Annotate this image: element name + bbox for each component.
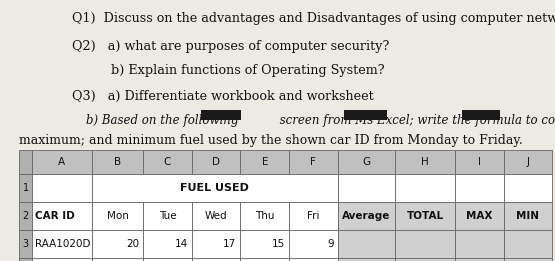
Text: Q1)  Discuss on the advantages and Disadvantages of using computer network?: Q1) Discuss on the advantages and Disadv… bbox=[72, 12, 555, 25]
Bar bbox=[337, 202, 395, 230]
Bar bbox=[19, 258, 32, 261]
Bar bbox=[240, 202, 289, 230]
Bar bbox=[289, 258, 337, 261]
Bar bbox=[92, 202, 143, 230]
Bar bbox=[32, 202, 92, 230]
Bar bbox=[192, 150, 240, 174]
Bar bbox=[503, 258, 552, 261]
Bar bbox=[143, 150, 192, 174]
Bar bbox=[32, 150, 92, 174]
Bar bbox=[143, 202, 192, 230]
Text: 14: 14 bbox=[175, 239, 188, 249]
Text: MIN: MIN bbox=[516, 211, 539, 221]
Bar bbox=[240, 150, 289, 174]
Bar bbox=[503, 202, 552, 230]
Bar bbox=[337, 150, 395, 174]
Bar bbox=[503, 230, 552, 258]
Bar bbox=[92, 230, 143, 258]
Text: b) Based on the following           screen from Ms Excel; write the formula to c: b) Based on the following screen from Ms… bbox=[86, 114, 555, 127]
Text: A: A bbox=[58, 157, 65, 167]
Bar bbox=[192, 258, 240, 261]
Text: C: C bbox=[164, 157, 171, 167]
Bar bbox=[503, 150, 552, 174]
Text: F: F bbox=[310, 157, 316, 167]
Text: G: G bbox=[362, 157, 370, 167]
Text: Mon: Mon bbox=[107, 211, 128, 221]
Text: FUEL USED: FUEL USED bbox=[180, 183, 249, 193]
Text: TOTAL: TOTAL bbox=[406, 211, 443, 221]
Bar bbox=[289, 150, 337, 174]
Bar bbox=[240, 230, 289, 258]
Bar bbox=[192, 202, 240, 230]
Bar bbox=[462, 110, 500, 120]
Bar bbox=[32, 174, 92, 202]
Text: 2: 2 bbox=[22, 211, 29, 221]
Text: H: H bbox=[421, 157, 429, 167]
Text: b) Explain functions of Operating System?: b) Explain functions of Operating System… bbox=[111, 64, 385, 77]
Text: Average: Average bbox=[342, 211, 391, 221]
Bar bbox=[455, 202, 503, 230]
Bar bbox=[337, 258, 395, 261]
Bar bbox=[289, 230, 337, 258]
Bar bbox=[92, 258, 143, 261]
Bar bbox=[337, 230, 395, 258]
Bar bbox=[455, 174, 503, 202]
Bar bbox=[19, 230, 32, 258]
Bar bbox=[201, 110, 241, 120]
Text: E: E bbox=[261, 157, 268, 167]
Text: Wed: Wed bbox=[205, 211, 228, 221]
Bar bbox=[143, 258, 192, 261]
Text: 20: 20 bbox=[126, 239, 139, 249]
Bar bbox=[395, 230, 455, 258]
Text: 17: 17 bbox=[223, 239, 236, 249]
Text: 15: 15 bbox=[272, 239, 285, 249]
Text: maximum; and minimum fuel used by the shown car ID from Monday to Friday.: maximum; and minimum fuel used by the sh… bbox=[19, 134, 523, 147]
Text: J: J bbox=[526, 157, 529, 167]
Text: 1: 1 bbox=[22, 183, 29, 193]
Text: MAX: MAX bbox=[466, 211, 492, 221]
Bar bbox=[19, 150, 32, 174]
Bar bbox=[289, 202, 337, 230]
Bar bbox=[395, 202, 455, 230]
Bar bbox=[395, 258, 455, 261]
Bar bbox=[143, 230, 192, 258]
Bar bbox=[19, 202, 32, 230]
Text: Tue: Tue bbox=[159, 211, 176, 221]
Text: Q2)   a) what are purposes of computer security?: Q2) a) what are purposes of computer sec… bbox=[72, 40, 390, 54]
Bar bbox=[344, 110, 387, 120]
Bar bbox=[337, 174, 395, 202]
Text: Q3)   a) Differentiate workbook and worksheet: Q3) a) Differentiate workbook and worksh… bbox=[72, 90, 374, 103]
Bar bbox=[395, 174, 455, 202]
Bar bbox=[240, 258, 289, 261]
Bar bbox=[32, 258, 92, 261]
Text: 3: 3 bbox=[22, 239, 29, 249]
Bar bbox=[455, 230, 503, 258]
Text: B: B bbox=[114, 157, 121, 167]
Text: RAA1020D: RAA1020D bbox=[35, 239, 90, 249]
Text: D: D bbox=[212, 157, 220, 167]
Bar bbox=[455, 150, 503, 174]
Bar bbox=[192, 230, 240, 258]
Bar bbox=[92, 174, 337, 202]
Text: Fri: Fri bbox=[307, 211, 320, 221]
Text: 9: 9 bbox=[327, 239, 334, 249]
Text: CAR ID: CAR ID bbox=[35, 211, 75, 221]
Bar bbox=[92, 150, 143, 174]
Bar bbox=[503, 174, 552, 202]
Text: I: I bbox=[478, 157, 481, 167]
Bar bbox=[395, 150, 455, 174]
Bar bbox=[455, 258, 503, 261]
Bar bbox=[32, 230, 92, 258]
Text: Thu: Thu bbox=[255, 211, 275, 221]
Bar bbox=[19, 174, 32, 202]
